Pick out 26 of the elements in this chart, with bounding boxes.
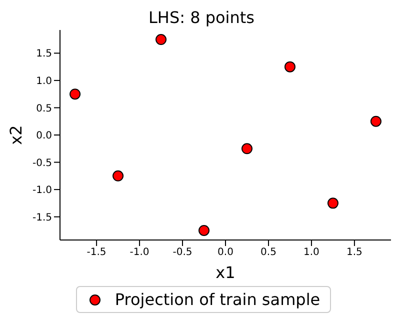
point bbox=[112, 170, 124, 182]
y-tick-label: -0.5 bbox=[32, 158, 52, 169]
y-tick-label: 1.5 bbox=[36, 48, 52, 60]
y-tick-label: 1.0 bbox=[36, 76, 52, 88]
point bbox=[284, 61, 296, 72]
y-tick-label: -1.0 bbox=[32, 185, 52, 196]
y-axis-title: x2 bbox=[6, 125, 26, 145]
chart-title: LHS: 8 points bbox=[148, 8, 256, 28]
x-tick-label: -0.5 bbox=[172, 247, 192, 258]
x-axis-title: x1 bbox=[216, 263, 236, 282]
y-tick-label: -1.5 bbox=[32, 212, 52, 224]
point bbox=[156, 34, 167, 46]
point bbox=[370, 116, 382, 127]
legend-label: Projection of train sample bbox=[114, 290, 320, 309]
x-tick-label: -1.0 bbox=[130, 247, 150, 258]
point bbox=[70, 88, 81, 100]
point bbox=[241, 143, 252, 154]
x-tick-label: 1.5 bbox=[346, 247, 362, 258]
y-tick-label: 0.0 bbox=[36, 130, 52, 142]
point bbox=[327, 198, 338, 209]
x-tick-label: -1.5 bbox=[86, 247, 106, 258]
point bbox=[198, 224, 210, 236]
x-tick-label: 0.5 bbox=[260, 247, 276, 258]
x-tick-label: 1.0 bbox=[304, 247, 320, 258]
y-tick-label: 0.5 bbox=[36, 103, 52, 114]
x-tick-label: 0.0 bbox=[218, 247, 234, 258]
